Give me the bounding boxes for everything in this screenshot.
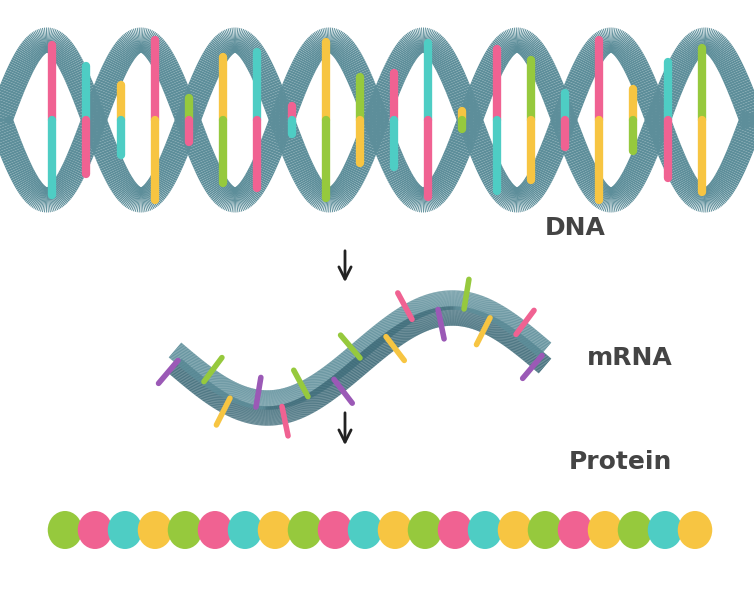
Ellipse shape [618, 511, 652, 549]
Ellipse shape [228, 511, 262, 549]
Ellipse shape [317, 511, 352, 549]
Text: DNA: DNA [544, 216, 605, 240]
Ellipse shape [438, 511, 472, 549]
Ellipse shape [348, 511, 382, 549]
Ellipse shape [498, 511, 532, 549]
Ellipse shape [648, 511, 682, 549]
Ellipse shape [467, 511, 502, 549]
Ellipse shape [48, 511, 82, 549]
Ellipse shape [558, 511, 592, 549]
Ellipse shape [108, 511, 143, 549]
Ellipse shape [167, 511, 202, 549]
Ellipse shape [138, 511, 172, 549]
Ellipse shape [588, 511, 622, 549]
Ellipse shape [408, 511, 443, 549]
Ellipse shape [288, 511, 322, 549]
Ellipse shape [378, 511, 412, 549]
Ellipse shape [258, 511, 293, 549]
Text: mRNA: mRNA [587, 346, 673, 370]
Ellipse shape [528, 511, 562, 549]
Ellipse shape [198, 511, 232, 549]
Ellipse shape [78, 511, 112, 549]
Text: Protein: Protein [569, 450, 672, 474]
Ellipse shape [678, 511, 713, 549]
